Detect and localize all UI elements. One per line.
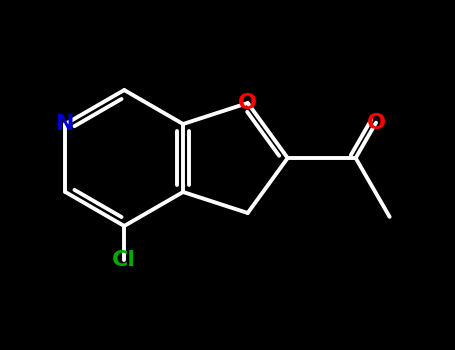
Text: N: N — [56, 114, 75, 134]
Text: Cl: Cl — [112, 250, 136, 270]
Text: O: O — [367, 113, 385, 133]
Text: O: O — [238, 93, 257, 113]
